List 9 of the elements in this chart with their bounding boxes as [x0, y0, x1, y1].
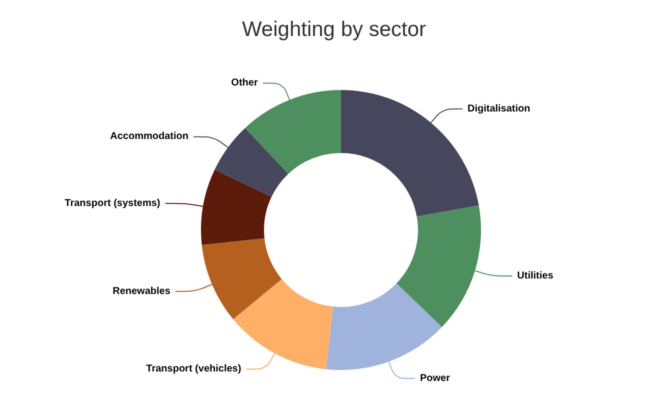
slice-label: Transport (vehicles)	[146, 364, 242, 375]
slice-label: Utilities	[517, 270, 554, 282]
chart-title: Weighting by sector	[242, 18, 426, 41]
slice-label: Transport (systems)	[64, 198, 160, 209]
slice-label: Digitalisation	[467, 103, 530, 114]
slice-label: Power	[420, 372, 450, 384]
slice-label: Renewables	[112, 286, 171, 297]
slice-label: Accommodation	[110, 131, 188, 142]
slice-label: Other	[231, 78, 258, 89]
